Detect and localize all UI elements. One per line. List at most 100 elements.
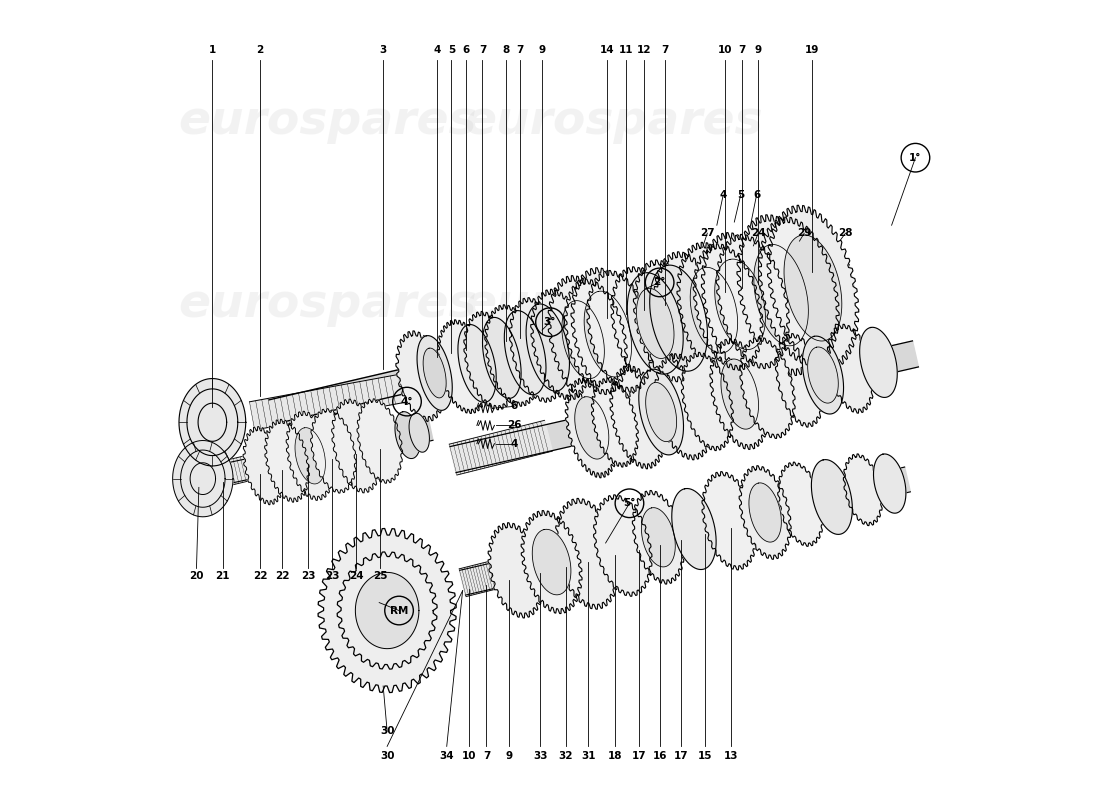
Polygon shape bbox=[530, 290, 591, 400]
Polygon shape bbox=[859, 327, 898, 398]
Polygon shape bbox=[639, 369, 683, 455]
Polygon shape bbox=[827, 324, 875, 413]
Text: 29: 29 bbox=[798, 228, 812, 238]
Polygon shape bbox=[812, 460, 852, 534]
Text: 14: 14 bbox=[600, 46, 615, 55]
Text: 28: 28 bbox=[838, 228, 853, 238]
Polygon shape bbox=[565, 378, 618, 478]
Polygon shape bbox=[204, 445, 297, 490]
Text: 1: 1 bbox=[209, 46, 216, 55]
Polygon shape bbox=[250, 375, 402, 430]
Polygon shape bbox=[409, 413, 429, 452]
Polygon shape bbox=[646, 382, 676, 442]
Text: 7: 7 bbox=[661, 46, 669, 55]
Polygon shape bbox=[702, 472, 757, 570]
Text: eurospares: eurospares bbox=[464, 282, 763, 327]
Polygon shape bbox=[710, 338, 770, 450]
Polygon shape bbox=[179, 378, 245, 466]
Polygon shape bbox=[458, 325, 496, 402]
Polygon shape bbox=[437, 320, 488, 414]
Polygon shape bbox=[594, 495, 652, 596]
Text: 7: 7 bbox=[516, 46, 524, 55]
Polygon shape bbox=[187, 389, 238, 456]
Text: 11: 11 bbox=[619, 46, 634, 55]
Polygon shape bbox=[526, 304, 570, 391]
Polygon shape bbox=[198, 403, 227, 442]
Polygon shape bbox=[332, 399, 382, 493]
Polygon shape bbox=[693, 244, 763, 370]
Polygon shape bbox=[509, 298, 564, 402]
Polygon shape bbox=[337, 552, 437, 669]
Polygon shape bbox=[754, 245, 808, 346]
Text: RM: RM bbox=[389, 606, 408, 615]
Text: 7: 7 bbox=[483, 751, 491, 761]
Text: 17: 17 bbox=[631, 751, 647, 761]
Polygon shape bbox=[716, 234, 790, 369]
Text: 22: 22 bbox=[253, 571, 267, 582]
Polygon shape bbox=[318, 529, 456, 693]
Polygon shape bbox=[609, 366, 667, 469]
Text: 2°: 2° bbox=[653, 278, 666, 287]
Polygon shape bbox=[720, 359, 759, 429]
Polygon shape bbox=[654, 354, 714, 460]
Text: 4: 4 bbox=[719, 190, 727, 200]
Text: eurospares: eurospares bbox=[464, 99, 763, 145]
Text: 22: 22 bbox=[275, 571, 289, 582]
Text: 5: 5 bbox=[448, 46, 455, 55]
Polygon shape bbox=[584, 291, 631, 377]
Polygon shape bbox=[676, 242, 751, 378]
Polygon shape bbox=[873, 454, 906, 513]
Polygon shape bbox=[592, 378, 638, 467]
Polygon shape bbox=[460, 467, 911, 595]
Polygon shape bbox=[690, 267, 738, 353]
Text: 5: 5 bbox=[737, 190, 745, 200]
Polygon shape bbox=[681, 352, 734, 450]
Text: 8: 8 bbox=[503, 46, 510, 55]
Text: 4°: 4° bbox=[400, 397, 414, 406]
Text: 7: 7 bbox=[478, 46, 486, 55]
Text: 30: 30 bbox=[379, 726, 395, 736]
Polygon shape bbox=[548, 276, 618, 403]
Text: 12: 12 bbox=[637, 46, 651, 55]
Polygon shape bbox=[173, 441, 233, 517]
Text: 9: 9 bbox=[755, 46, 761, 55]
Polygon shape bbox=[358, 399, 403, 483]
Text: 10: 10 bbox=[717, 46, 732, 55]
Text: 16: 16 bbox=[652, 751, 667, 761]
Text: 32: 32 bbox=[559, 751, 573, 761]
Polygon shape bbox=[488, 522, 543, 618]
Text: 18: 18 bbox=[608, 751, 623, 761]
Polygon shape bbox=[396, 331, 446, 422]
Text: 4: 4 bbox=[510, 439, 518, 450]
Polygon shape bbox=[417, 336, 452, 410]
Polygon shape bbox=[562, 301, 604, 378]
Text: 23: 23 bbox=[301, 571, 316, 582]
Text: eurospares: eurospares bbox=[178, 282, 477, 327]
Text: 23: 23 bbox=[326, 571, 340, 582]
Polygon shape bbox=[650, 265, 707, 371]
Text: 30: 30 bbox=[379, 751, 395, 761]
Text: 5°: 5° bbox=[624, 498, 636, 508]
Text: 15: 15 bbox=[697, 751, 712, 761]
Polygon shape bbox=[521, 510, 582, 614]
Polygon shape bbox=[424, 348, 447, 398]
Text: 7: 7 bbox=[738, 46, 746, 55]
Polygon shape bbox=[634, 260, 700, 382]
Polygon shape bbox=[295, 428, 326, 484]
Polygon shape bbox=[483, 318, 521, 398]
Text: 9: 9 bbox=[539, 46, 546, 55]
Text: 1°: 1° bbox=[910, 153, 922, 162]
Polygon shape bbox=[190, 462, 216, 494]
Text: 25: 25 bbox=[373, 571, 387, 582]
Polygon shape bbox=[355, 572, 419, 649]
Text: 24: 24 bbox=[349, 571, 363, 582]
Polygon shape bbox=[610, 267, 675, 386]
Text: 20: 20 bbox=[189, 571, 204, 582]
Polygon shape bbox=[767, 206, 859, 370]
Polygon shape bbox=[395, 412, 420, 458]
Polygon shape bbox=[702, 233, 779, 376]
Polygon shape bbox=[270, 265, 855, 424]
Polygon shape bbox=[807, 347, 838, 403]
Polygon shape bbox=[310, 409, 356, 493]
Text: 10: 10 bbox=[462, 751, 476, 761]
